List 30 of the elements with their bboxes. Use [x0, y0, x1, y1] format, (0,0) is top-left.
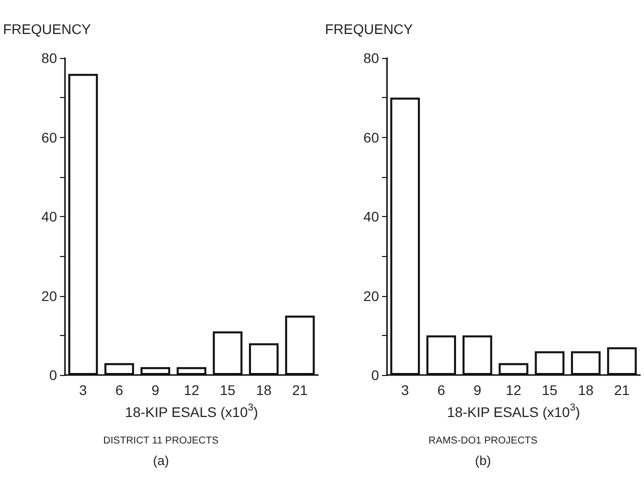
- x-tick-label: 3: [79, 382, 88, 398]
- x-tick-label: 15: [220, 382, 236, 398]
- text: (a): [153, 453, 169, 468]
- y-tick-label: 80: [363, 50, 380, 66]
- y-tick-label: 60: [363, 129, 380, 146]
- x-tick-label: 9: [473, 382, 482, 398]
- x-tick-label: 9: [151, 382, 160, 398]
- x-tick-label: 6: [115, 382, 124, 398]
- x-tick-label: 18: [256, 382, 272, 398]
- x-tick-label: 12: [506, 382, 522, 398]
- x-tick-label: 21: [614, 382, 630, 398]
- y-tick-label: 0: [371, 367, 380, 383]
- text: (b): [475, 453, 491, 468]
- y-tick-label: 0: [49, 367, 58, 383]
- x-tick-label: 12: [184, 382, 200, 398]
- y-tick-label: 40: [363, 208, 380, 224]
- text: DISTRICT 11 PROJECTS: [103, 436, 219, 446]
- x-tick-label: 21: [292, 382, 308, 398]
- y-axis-title: FREQUENCY: [3, 21, 92, 37]
- x-tick-label: 3: [401, 382, 410, 398]
- x-tick-label: 18: [578, 382, 594, 398]
- y-axis-title: FREQUENCY: [325, 21, 414, 37]
- y-tick-label: 60: [41, 129, 58, 146]
- x-tick-label: 6: [437, 382, 446, 398]
- text: RAMS-DO1 PROJECTS: [428, 436, 538, 446]
- x-tick-label: 15: [542, 382, 558, 398]
- y-tick-label: 40: [41, 208, 58, 224]
- y-tick-label: 20: [363, 288, 380, 304]
- y-tick-label: 20: [41, 288, 58, 304]
- y-tick-label: 80: [41, 50, 58, 66]
